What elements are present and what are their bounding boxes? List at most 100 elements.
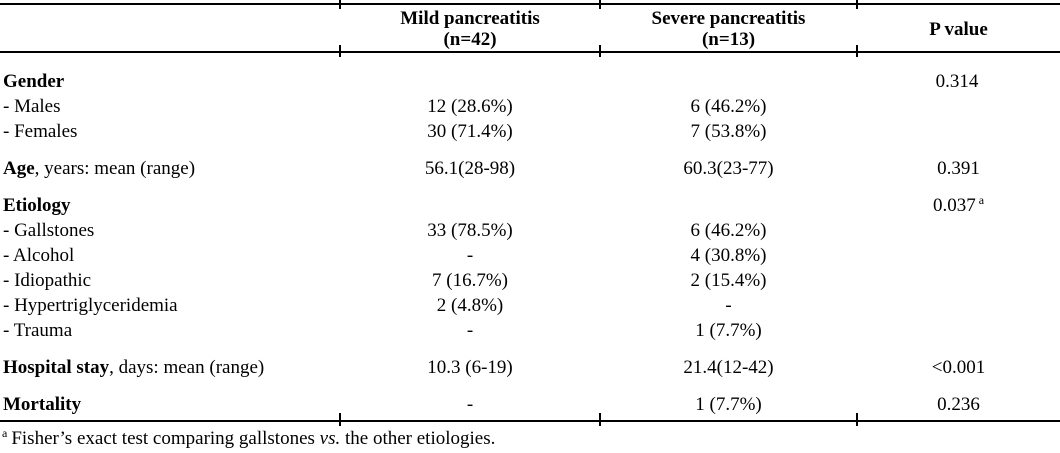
column-divider-tick (856, 413, 858, 426)
cell-severe: - (725, 295, 732, 316)
row-label-rest: - Idiopathic (3, 270, 92, 291)
table-row-gallstones: - Gallstones 33 (78.5%) 6 (46.2%) (0, 218, 1060, 243)
cell-mild: 7 (16.7%) (432, 270, 508, 291)
cell-mild: 10.3 (6-19) (427, 357, 513, 378)
column-divider-tick (339, 0, 341, 9)
pancreatitis-comparison-table: Mild pancreatitis (n=42) Severe pancreat… (0, 3, 1060, 422)
header-severe-n: (n=13) (701, 29, 756, 50)
row-label: - Females (0, 119, 340, 144)
row-label-bold: Gender (3, 71, 65, 92)
column-divider-tick (856, 45, 858, 57)
cell-mild: 12 (28.6%) (427, 96, 513, 117)
row-label-rest: - Females (3, 121, 78, 142)
cell-p-value (857, 94, 1060, 119)
cell-p-value (857, 243, 1060, 268)
row-label: - Idiopathic (0, 268, 340, 293)
header-mild-pancreatitis: Mild pancreatitis (n=42) (340, 3, 600, 53)
cell-severe: 7 (53.8%) (690, 121, 767, 142)
p-value-text: <0.001 (931, 357, 986, 378)
spacer-row (0, 181, 1060, 193)
row-label-rest: - Gallstones (3, 220, 95, 241)
column-divider-tick (339, 45, 341, 57)
cell-p-value: 0.236 (857, 392, 1060, 422)
cell-mild: - (466, 320, 474, 341)
row-label-rest: - Males (3, 96, 61, 117)
table-row-alcohol: - Alcohol - 4 (30.8%) (0, 243, 1060, 268)
spacer-row (0, 343, 1060, 355)
column-divider-tick (599, 413, 601, 426)
header-mild-title: Mild pancreatitis (400, 8, 540, 29)
footnote-text-end: the other etiologies. (340, 428, 496, 449)
cell-mild: 2 (4.8%) (436, 295, 504, 316)
cell-p-value (857, 268, 1060, 293)
row-label: Age, years: mean (range) (0, 156, 340, 181)
cell-mild (340, 52, 600, 94)
cell-p-value (857, 318, 1060, 343)
header-empty-cell (0, 3, 340, 53)
row-label-bold: Hospital stay (3, 357, 110, 378)
p-value-text: 0.391 (937, 158, 980, 179)
header-severe-title: Severe pancreatitis (651, 8, 806, 29)
spacer-row (0, 380, 1060, 392)
row-label-rest: , years: mean (range) (34, 158, 196, 179)
row-label-rest: , days: mean (range) (109, 357, 265, 378)
cell-mild: 33 (78.5%) (427, 220, 513, 241)
cell-p-value: 0.391 (857, 156, 1060, 181)
row-label: - Males (0, 94, 340, 119)
p-value-text: 0.037 (932, 195, 976, 216)
cell-p-value (857, 218, 1060, 243)
cell-p-value: 0.314 (857, 52, 1060, 94)
row-label: - Gallstones (0, 218, 340, 243)
footnote-text: Fisher’s exact test comparing gallstones (11, 428, 320, 449)
footnote-vs-italic: vs. (319, 428, 341, 449)
row-label: Etiology (0, 193, 340, 218)
cell-severe: 4 (30.8%) (690, 245, 767, 266)
cell-severe (600, 52, 857, 94)
row-label: Gender (0, 52, 340, 94)
spacer-row (0, 144, 1060, 156)
cell-mild (340, 193, 600, 218)
cell-severe (600, 193, 857, 218)
row-label: - Hypertriglyceridemia (0, 293, 340, 318)
cell-severe: 60.3(23-77) (683, 158, 774, 179)
table-row-hospital-stay: Hospital stay, days: mean (range) 10.3 (… (0, 355, 1060, 380)
table-row-females: - Females 30 (71.4%) 7 (53.8%) (0, 119, 1060, 144)
cell-severe: 6 (46.2%) (690, 96, 767, 117)
table-row-etiology: Etiology 0.037 a (0, 193, 1060, 218)
row-label-bold: Mortality (3, 394, 82, 415)
table-row-males: - Males 12 (28.6%) 6 (46.2%) (0, 94, 1060, 119)
row-label: - Trauma (0, 318, 340, 343)
cell-severe: 1 (7.7%) (695, 320, 762, 341)
table-row-age: Age, years: mean (range) 56.1(28-98) 60.… (0, 156, 1060, 181)
cell-mild: - (466, 245, 474, 266)
footnote-marker: a (2, 425, 8, 440)
cell-mild: - (340, 392, 600, 422)
row-label: Mortality (0, 392, 340, 422)
cell-severe: 2 (15.4%) (690, 270, 767, 291)
cell-p-value: <0.001 (857, 355, 1060, 380)
header-p-value: P value (857, 3, 1060, 53)
table-row-idiopathic: - Idiopathic 7 (16.7%) 2 (15.4%) (0, 268, 1060, 293)
row-label-rest: - Alcohol (3, 245, 75, 266)
cell-severe: 21.4(12-42) (683, 357, 774, 378)
cell-p-value (857, 119, 1060, 144)
cell-mild: 30 (71.4%) (427, 121, 513, 142)
table-footnote: a Fisher’s exact test comparing gallstone… (2, 426, 1060, 451)
table-row-mortality: Mortality - 1 (7.7%) 0.236 (0, 392, 1060, 422)
p-value-text: 0.236 (937, 394, 980, 415)
column-divider-tick (599, 0, 601, 9)
row-label-bold: Age (3, 158, 35, 179)
cell-mild: 56.1(28-98) (424, 158, 516, 179)
table-row-trauma: - Trauma - 1 (7.7%) (0, 318, 1060, 343)
p-value-text: 0.314 (935, 71, 979, 92)
row-label-rest: - Hypertriglyceridemia (3, 295, 178, 316)
table-row-hypertriglyceridemia: - Hypertriglyceridemia 2 (4.8%) - (0, 293, 1060, 318)
header-mild-n: (n=42) (443, 29, 497, 50)
table-row-gender: Gender 0.314 (0, 52, 1060, 94)
cell-p-value: 0.037 a (857, 193, 1060, 218)
column-divider-tick (599, 45, 601, 57)
column-divider-tick (856, 0, 858, 9)
cell-severe: 6 (46.2%) (690, 220, 767, 241)
cell-severe: 1 (7.7%) (600, 392, 857, 422)
row-label: - Alcohol (0, 243, 340, 268)
